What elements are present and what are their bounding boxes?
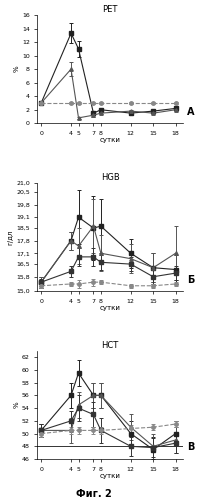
Y-axis label: %: % xyxy=(13,66,19,72)
Text: В: В xyxy=(187,443,194,453)
X-axis label: сутки: сутки xyxy=(100,473,121,479)
X-axis label: сутки: сутки xyxy=(100,137,121,143)
Text: Фиг. 2: Фиг. 2 xyxy=(76,489,111,499)
Title: HCT: HCT xyxy=(102,341,119,350)
Title: HGB: HGB xyxy=(101,173,120,182)
Y-axis label: %: % xyxy=(13,402,19,408)
X-axis label: сутки: сутки xyxy=(100,305,121,311)
Title: РЕТ: РЕТ xyxy=(103,5,118,14)
Text: A: A xyxy=(187,107,195,117)
Y-axis label: г/дл: г/дл xyxy=(7,230,13,245)
Text: Б: Б xyxy=(187,274,194,284)
